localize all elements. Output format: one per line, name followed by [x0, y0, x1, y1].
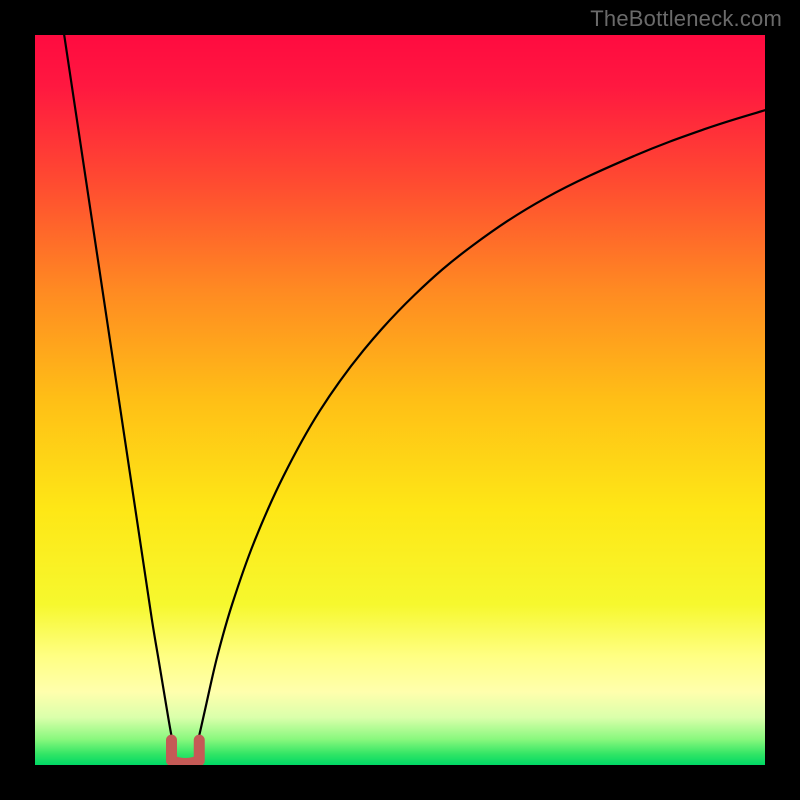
plot-area [35, 35, 765, 765]
watermark-text: TheBottleneck.com [590, 6, 782, 32]
gradient-background [35, 35, 765, 765]
plot-svg [35, 35, 765, 765]
